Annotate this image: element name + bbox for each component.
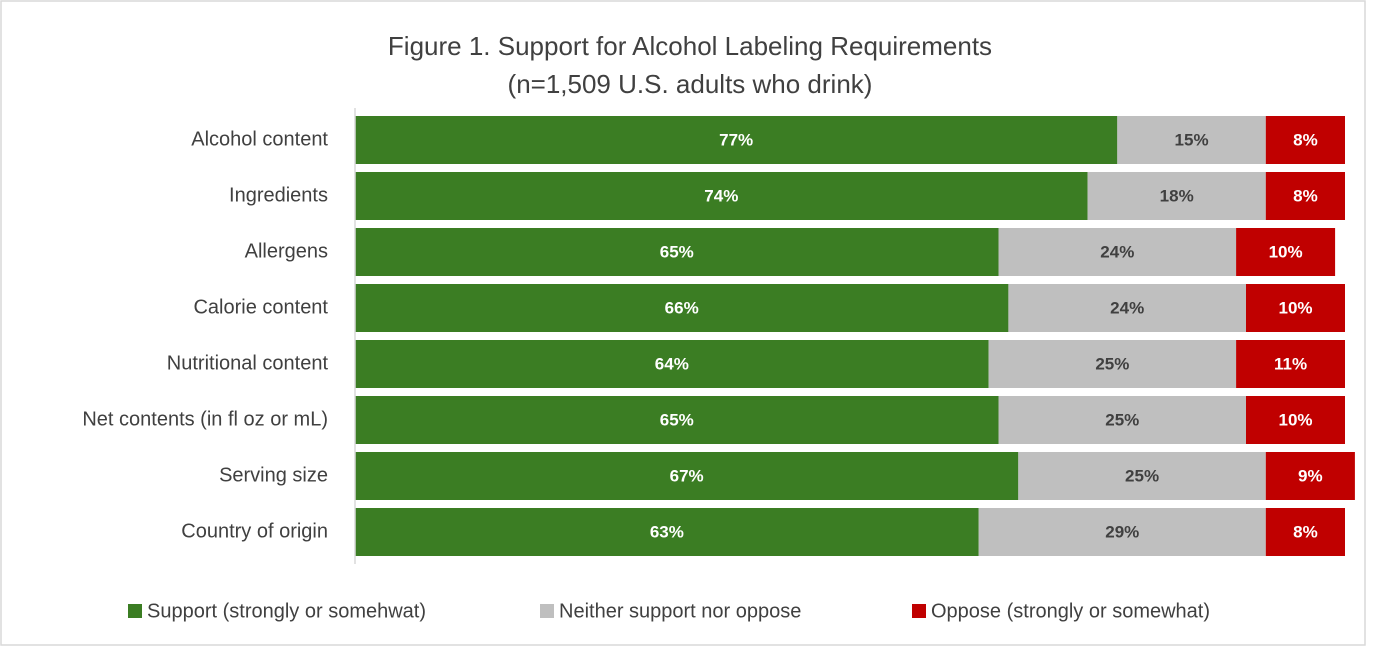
category-label: Alcohol content [191,128,328,150]
chart-title: Figure 1. Support for Alcohol Labeling R… [388,31,992,61]
bar-segment [1117,116,1266,164]
data-label: 10% [1278,298,1312,317]
bar-segment [355,396,999,444]
legend-swatch [540,604,554,618]
data-label: 24% [1110,298,1144,317]
data-label: 10% [1269,242,1303,261]
bar-segment [1265,452,1355,500]
data-label: 25% [1095,354,1129,373]
bar-segment [1265,172,1345,220]
bar-segment [355,228,999,276]
data-label: 15% [1175,130,1209,149]
category-label: Serving size [219,464,328,486]
bar-segment [1236,340,1345,388]
category-label: Ingredients [229,184,328,206]
bar-segment [1265,116,1345,164]
data-label: 65% [660,242,694,261]
bar-segment [355,340,989,388]
bar-segment [355,508,979,556]
data-label: 8% [1293,522,1318,541]
bar-segment [988,340,1237,388]
data-label: 8% [1293,186,1318,205]
bar-segment [355,284,1009,332]
bar-segment [1246,396,1345,444]
data-label: 65% [660,410,694,429]
bar-segment [978,508,1266,556]
bar-segment [1008,284,1246,332]
chart-subtitle: (n=1,509 U.S. adults who drink) [508,69,873,99]
category-label: Allergens [245,240,328,262]
data-label: 24% [1100,242,1134,261]
data-label: 8% [1293,130,1318,149]
legend-swatch [912,604,926,618]
bar-segment [355,172,1088,220]
data-label: 18% [1160,186,1194,205]
legend-label: Support (strongly or somehwat) [147,600,426,622]
data-label: 9% [1298,466,1323,485]
data-label: 63% [650,522,684,541]
data-label: 29% [1105,522,1139,541]
category-label: Net contents (in fl oz or mL) [82,408,328,430]
data-label: 11% [1274,354,1307,373]
legend-label: Neither support nor oppose [559,600,801,622]
legend-swatch [128,604,142,618]
bar-segment [355,452,1019,500]
legend-label: Oppose (strongly or somewhat) [931,600,1210,622]
data-label: 74% [704,186,738,205]
bar-segment [998,228,1237,276]
category-label: Nutritional content [167,352,329,374]
category-label: Country of origin [181,520,328,542]
data-label: 10% [1278,410,1312,429]
data-label: 67% [670,466,704,485]
bar-segment [998,396,1246,444]
bar-segment [1087,172,1266,220]
data-label: 66% [665,298,699,317]
bar-segment [1018,452,1266,500]
data-label: 77% [719,130,753,149]
bar-segment [1246,284,1345,332]
bar-segment [1265,508,1345,556]
category-label: Calorie content [193,296,328,318]
data-label: 25% [1125,466,1159,485]
bar-segment [355,116,1118,164]
data-label: 64% [655,354,689,373]
data-label: 25% [1105,410,1139,429]
bar-segment [1236,228,1336,276]
